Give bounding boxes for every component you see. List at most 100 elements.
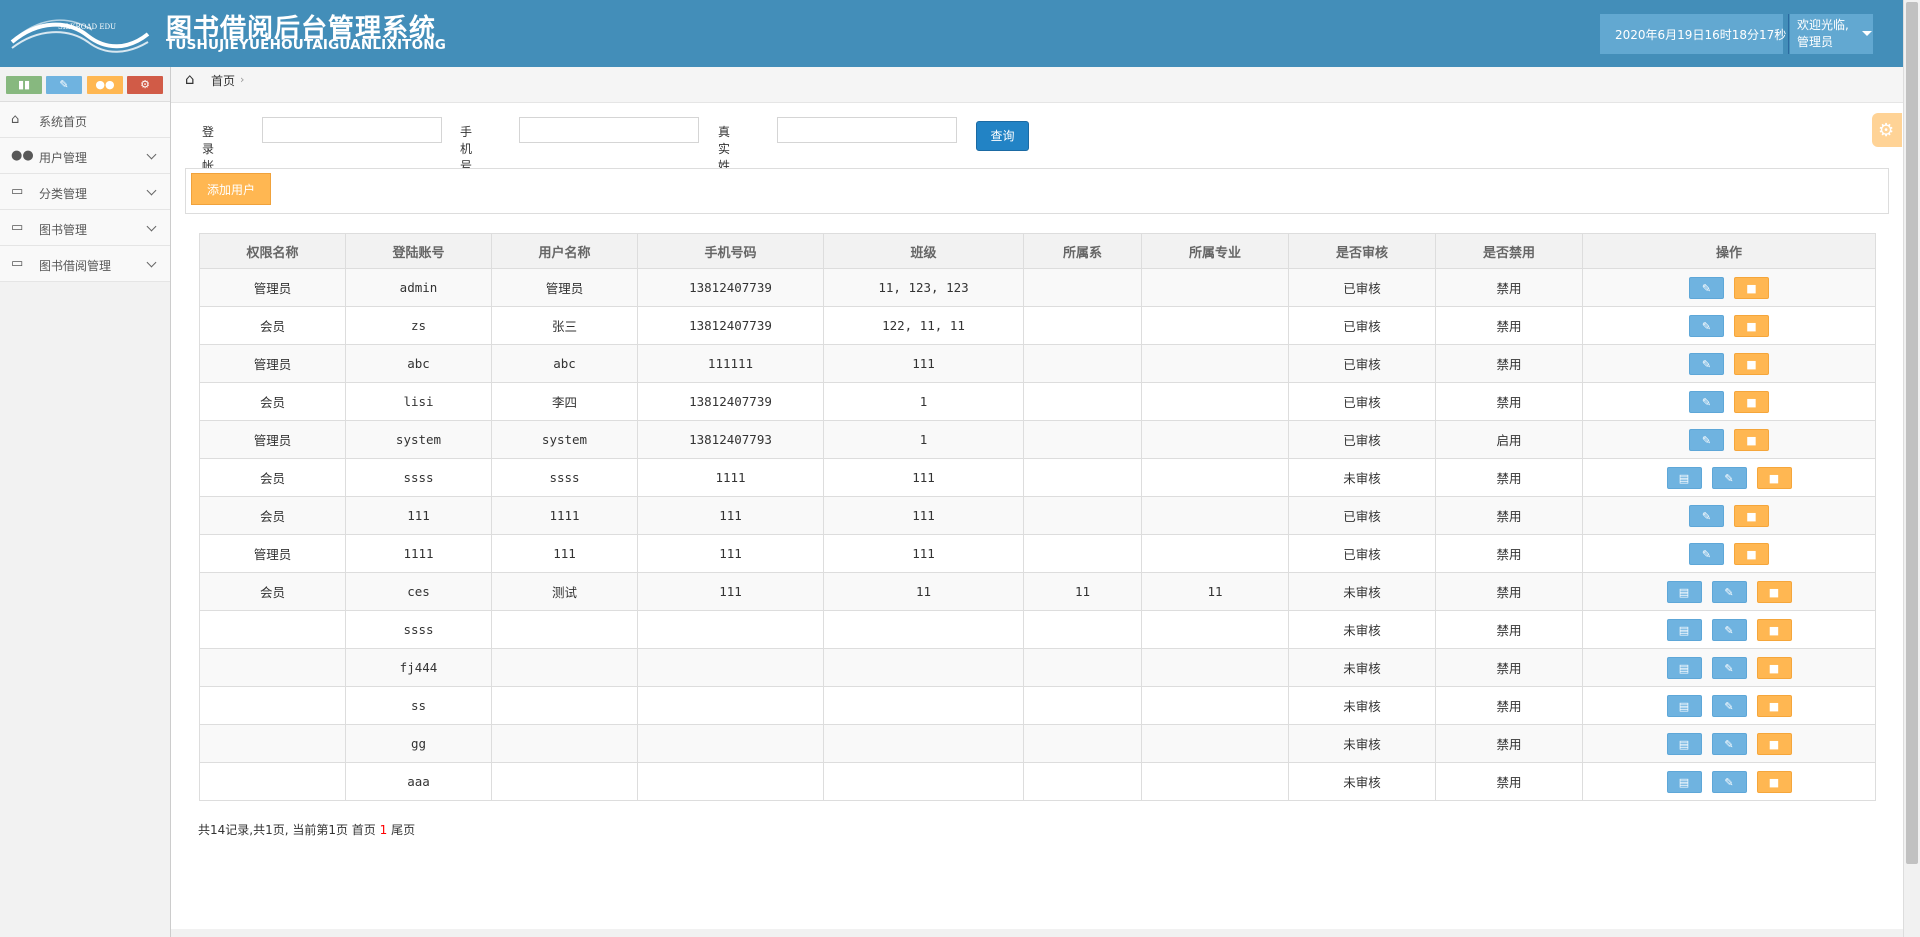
cogs-icon[interactable]: ⚙ xyxy=(127,76,163,94)
table-cell xyxy=(1141,496,1289,535)
review-button[interactable]: ▤ xyxy=(1666,580,1702,603)
approval-status[interactable]: 未审核 xyxy=(1288,648,1436,687)
user-divider xyxy=(1788,14,1789,54)
disable-status[interactable]: 启用 xyxy=(1435,420,1583,459)
disable-status[interactable]: 禁用 xyxy=(1435,648,1583,687)
delete-button[interactable]: ■ xyxy=(1734,314,1769,337)
phone-input[interactable] xyxy=(519,117,699,143)
approval-status[interactable]: 已审核 xyxy=(1288,382,1436,421)
horizontal-scrollbar[interactable] xyxy=(171,929,1903,937)
edit-button[interactable]: ✎ xyxy=(1689,542,1724,565)
edit-button[interactable]: ✎ xyxy=(1689,314,1724,337)
edit-button[interactable]: ✎ xyxy=(1689,352,1724,375)
breadcrumb-home[interactable]: 首页 xyxy=(211,74,236,88)
table-cell xyxy=(637,762,824,801)
review-button[interactable]: ▤ xyxy=(1666,732,1702,755)
delete-button[interactable]: ■ xyxy=(1756,770,1792,793)
query-button[interactable]: 查询 xyxy=(976,121,1029,151)
edit-button[interactable]: ✎ xyxy=(1711,618,1747,641)
table-cell: 13812407739 xyxy=(637,268,824,307)
approval-status[interactable]: 未审核 xyxy=(1288,762,1436,801)
disable-status[interactable]: 禁用 xyxy=(1435,686,1583,725)
table-cell xyxy=(1141,268,1289,307)
scrollbar-thumb[interactable] xyxy=(1906,2,1918,864)
approval-status[interactable]: 未审核 xyxy=(1288,724,1436,763)
review-button[interactable]: ▤ xyxy=(1666,618,1702,641)
disable-status[interactable]: 禁用 xyxy=(1435,268,1583,307)
table-row: gg 未审核 禁用 ▤ ✎ ■ xyxy=(199,724,1876,763)
review-button[interactable]: ▤ xyxy=(1666,656,1702,679)
delete-button[interactable]: ■ xyxy=(1756,618,1792,641)
approval-status[interactable]: 已审核 xyxy=(1288,268,1436,307)
pager-last[interactable]: 尾页 xyxy=(387,823,416,837)
review-button[interactable]: ▤ xyxy=(1666,694,1702,717)
disable-status[interactable]: 禁用 xyxy=(1435,306,1583,345)
disable-status[interactable]: 禁用 xyxy=(1435,496,1583,535)
table-cell: ssss xyxy=(491,458,638,497)
sidebar-item-categories[interactable]: ▭ 分类管理 xyxy=(0,174,170,210)
disable-status[interactable]: 禁用 xyxy=(1435,458,1583,497)
delete-button[interactable]: ■ xyxy=(1734,352,1769,375)
edit-button[interactable]: ✎ xyxy=(1711,694,1747,717)
edit-button[interactable]: ✎ xyxy=(1689,428,1724,451)
disable-status[interactable]: 禁用 xyxy=(1435,762,1583,801)
approval-status[interactable]: 已审核 xyxy=(1288,420,1436,459)
delete-button[interactable]: ■ xyxy=(1734,428,1769,451)
table-cell xyxy=(199,610,346,649)
review-button[interactable]: ▤ xyxy=(1666,466,1702,489)
delete-button[interactable]: ■ xyxy=(1734,390,1769,413)
edit-button[interactable]: ✎ xyxy=(1711,656,1747,679)
delete-button[interactable]: ■ xyxy=(1756,732,1792,755)
sidebar-item-home[interactable]: ⌂ 系统首页 xyxy=(0,102,170,138)
edit-button[interactable]: ✎ xyxy=(1689,390,1724,413)
edit-button[interactable]: ✎ xyxy=(1711,580,1747,603)
table-header-row: 权限名称 登陆账号 用户名称 手机号码 班级 所属系 所属专业 是否审核 是否禁用 操作 xyxy=(199,233,1876,269)
settings-toggle[interactable]: ⚙ xyxy=(1872,113,1902,147)
delete-button[interactable]: ■ xyxy=(1756,694,1792,717)
name-input[interactable] xyxy=(777,117,957,143)
review-button[interactable]: ▤ xyxy=(1666,770,1702,793)
account-input[interactable] xyxy=(262,117,442,143)
sidebar-item-users[interactable]: ●● 用户管理 xyxy=(0,138,170,174)
disable-status[interactable]: 禁用 xyxy=(1435,724,1583,763)
delete-button[interactable]: ■ xyxy=(1756,466,1792,489)
add-user-button[interactable]: 添加用户 xyxy=(191,173,271,205)
approval-status[interactable]: 未审核 xyxy=(1288,610,1436,649)
approval-status[interactable]: 已审核 xyxy=(1288,306,1436,345)
pencil-icon[interactable]: ✎ xyxy=(46,76,82,94)
vertical-scrollbar[interactable] xyxy=(1903,0,1920,937)
edit-button[interactable]: ✎ xyxy=(1711,770,1747,793)
disable-status[interactable]: 禁用 xyxy=(1435,610,1583,649)
approval-status[interactable]: 已审核 xyxy=(1288,344,1436,383)
disable-status[interactable]: 禁用 xyxy=(1435,572,1583,611)
delete-button[interactable]: ■ xyxy=(1734,504,1769,527)
approval-status[interactable]: 未审核 xyxy=(1288,572,1436,611)
disable-status[interactable]: 禁用 xyxy=(1435,344,1583,383)
users-icon[interactable]: ●● xyxy=(87,76,123,94)
delete-button[interactable]: ■ xyxy=(1756,580,1792,603)
disable-status[interactable]: 禁用 xyxy=(1435,382,1583,421)
pager-current-page[interactable]: 1 xyxy=(379,823,388,837)
edit-button[interactable]: ✎ xyxy=(1689,504,1724,527)
table-cell xyxy=(1023,496,1142,535)
delete-button[interactable]: ■ xyxy=(1734,542,1769,565)
sidebar-item-books[interactable]: ▭ 图书管理 xyxy=(0,210,170,246)
delete-button[interactable]: ■ xyxy=(1756,656,1792,679)
caret-down-icon[interactable] xyxy=(1862,31,1872,36)
sidebar-item-borrowing[interactable]: ▭ 图书借阅管理 xyxy=(0,246,170,282)
disable-status[interactable]: 禁用 xyxy=(1435,534,1583,573)
approval-status[interactable]: 已审核 xyxy=(1288,496,1436,535)
edit-button[interactable]: ✎ xyxy=(1689,276,1724,299)
home-icon[interactable]: ⌂ xyxy=(185,70,195,88)
approval-status[interactable]: 未审核 xyxy=(1288,686,1436,725)
table-cell xyxy=(1141,344,1289,383)
approval-status[interactable]: 已审核 xyxy=(1288,534,1436,573)
table-cell xyxy=(1141,458,1289,497)
table-cell: 管理员 xyxy=(199,344,346,383)
signal-icon[interactable]: ▮▮ xyxy=(6,76,42,94)
delete-button[interactable]: ■ xyxy=(1734,276,1769,299)
edit-button[interactable]: ✎ xyxy=(1711,466,1747,489)
approval-status[interactable]: 未审核 xyxy=(1288,458,1436,497)
edit-button[interactable]: ✎ xyxy=(1711,732,1747,755)
user-menu-toggle[interactable]: 欢迎光临, 管理员 xyxy=(1790,14,1873,54)
